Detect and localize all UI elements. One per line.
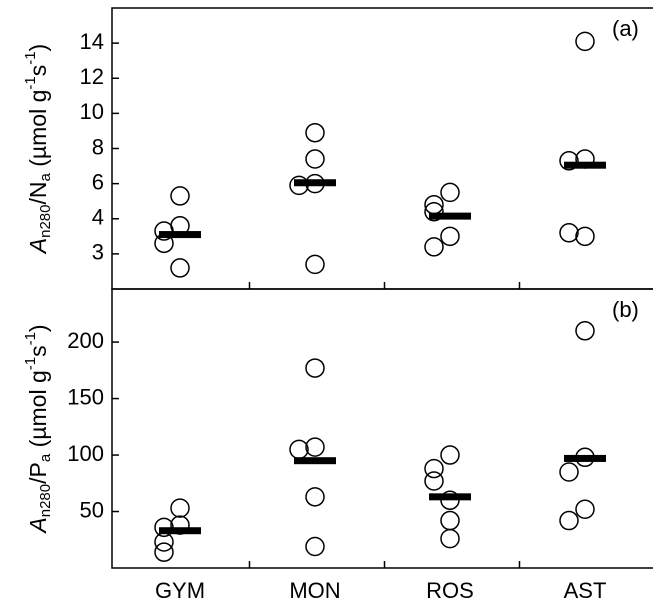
y-label-part: a: [37, 453, 54, 462]
y-tick-label: 14: [80, 29, 104, 54]
x-tick-label: ROS: [426, 578, 474, 603]
data-point: [424, 237, 444, 257]
x-tick-label: GYM: [155, 578, 205, 603]
data-point: [575, 226, 595, 247]
y-tick-label: 150: [67, 384, 104, 409]
data-point: [305, 149, 325, 169]
y-label-part: /N: [25, 182, 51, 205]
plot-frame: [111, 288, 653, 569]
y-label-part: -1: [22, 332, 39, 345]
data-point: [170, 498, 190, 518]
data-point: [154, 221, 174, 241]
y-tick-label: 100: [67, 441, 104, 466]
data-point: [424, 201, 444, 222]
panel-label: (a): [612, 16, 639, 41]
data-point: [424, 458, 444, 479]
mean-bar: [429, 212, 471, 220]
data-point: [305, 487, 325, 507]
mean-bar: [159, 527, 201, 535]
y-label-part: ): [25, 44, 51, 52]
data-point: [305, 536, 325, 557]
data-point: [305, 358, 325, 378]
y-tick-label: 200: [67, 328, 104, 353]
y-label-part: -1: [22, 357, 39, 370]
data-point: [289, 439, 309, 460]
y-tick-label: 10: [80, 99, 104, 124]
data-point: [440, 510, 460, 531]
panel-label: (b): [612, 297, 639, 322]
data-point: [559, 151, 579, 171]
y-tick-label: 50: [80, 497, 104, 522]
data-point: [305, 122, 325, 143]
y-label-part: s: [25, 65, 51, 77]
data-point: [440, 226, 460, 247]
data-point: [559, 462, 579, 482]
y-label-part: n280: [37, 484, 54, 517]
mean-bar: [564, 161, 606, 169]
y-label-part: -1: [22, 51, 39, 64]
mean-bar: [429, 493, 471, 501]
x-tick-label: AST: [564, 578, 607, 603]
data-point: [559, 510, 579, 531]
data-point: [575, 499, 595, 520]
y-label-part: -1: [22, 76, 39, 89]
y-label-part: A: [25, 517, 51, 534]
data-point: [170, 186, 190, 206]
y-label-part: ): [25, 324, 51, 332]
data-point: [170, 258, 190, 278]
y-tick-label: 6: [92, 169, 104, 194]
mean-bar: [294, 179, 336, 187]
data-point: [440, 445, 460, 465]
y-label-part: /P: [25, 462, 51, 484]
y-axis-label: An280/Pa (µmol g-1s-1): [22, 324, 54, 534]
y-axis-label: An280/Na (µmol g-1s-1): [22, 44, 54, 255]
y-label-part: A: [25, 238, 51, 255]
plot-frame: [111, 7, 653, 290]
y-label-part: (µmol g: [25, 370, 51, 454]
y-tick-label: 4: [92, 205, 104, 230]
mean-bar: [564, 454, 606, 462]
x-tick-label: MON: [289, 578, 340, 603]
data-point: [305, 254, 325, 275]
data-point: [575, 31, 595, 52]
y-label-part: (µmol g: [25, 90, 51, 174]
y-tick-label: 12: [80, 64, 104, 89]
data-point: [440, 528, 460, 549]
y-label-part: a: [37, 173, 54, 182]
y-tick-label: 8: [92, 134, 104, 159]
data-point: [305, 437, 325, 457]
mean-bar: [159, 231, 201, 239]
data-point: [424, 471, 444, 491]
y-tick-label: 3: [92, 240, 104, 265]
y-label-part: s: [25, 345, 51, 357]
y-label-part: n280: [37, 205, 54, 238]
mean-bar: [294, 457, 336, 465]
data-point: [575, 321, 595, 341]
data-point: [559, 223, 579, 243]
data-point: [154, 542, 174, 562]
data-point: [440, 182, 460, 203]
